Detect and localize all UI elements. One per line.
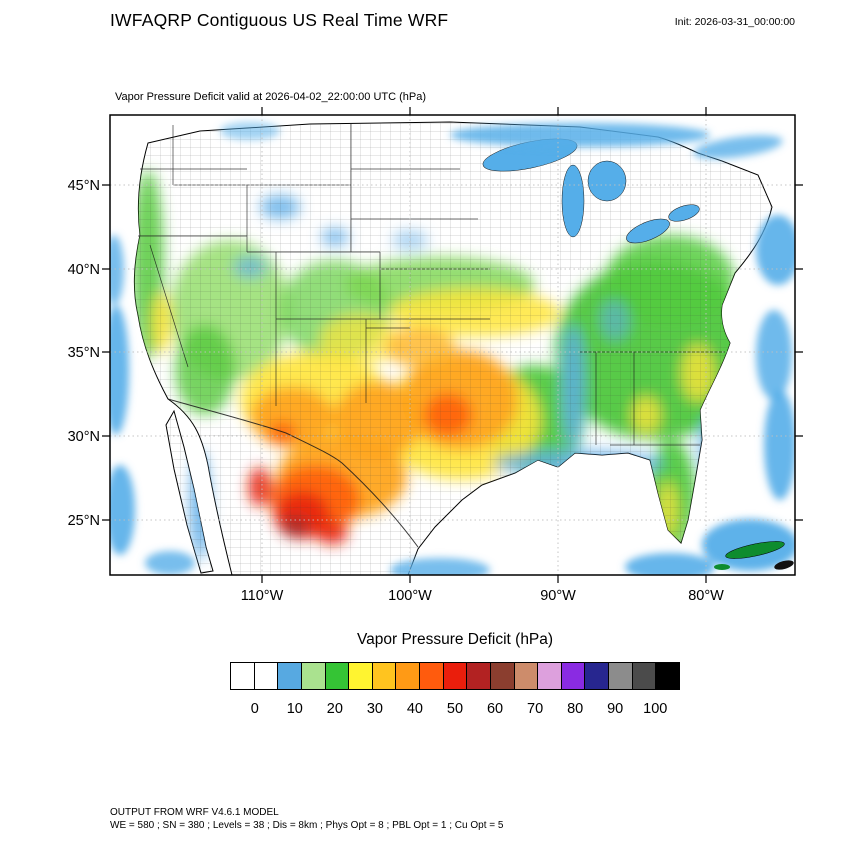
colorbar-ticks: 0 10 20 30 40 50 60 70 80 90 100	[230, 701, 680, 719]
lon-label: 80°W	[688, 588, 724, 604]
lake-michigan	[561, 164, 585, 238]
colorbar-tick-label: 60	[486, 701, 504, 717]
colorbar-cell	[514, 663, 539, 689]
colorbar-tick-label: 20	[326, 701, 343, 717]
island	[714, 564, 730, 570]
colorbar-tick-label: 50	[446, 701, 464, 717]
island-cuba	[725, 541, 785, 559]
colorbar-tick-label: 30	[366, 701, 383, 717]
lon-label: 100°W	[388, 588, 432, 604]
colorbar-cell	[467, 663, 491, 689]
lat-label: 25°N	[68, 513, 100, 529]
colorbar-cell	[372, 663, 397, 689]
colorbar-title: Vapor Pressure Deficit (hPa)	[356, 631, 554, 648]
lat-label: 35°N	[68, 345, 100, 361]
colorbar-cell	[609, 663, 633, 689]
colorbar-cell	[632, 663, 657, 689]
lat-label: 45°N	[68, 178, 100, 194]
colorbar-cell	[231, 663, 255, 689]
colorbar-cell	[585, 663, 609, 689]
colorbar-cell	[349, 663, 373, 689]
colorbar-tick-label: 100	[643, 701, 668, 717]
lon-axis-labels: 110°W 100°W 90°W 80°W	[241, 588, 724, 604]
colorbar-tick-label: 40	[406, 701, 424, 717]
footer: OUTPUT FROM WRF V4.6.1 MODEL WE = 580 ; …	[110, 806, 503, 832]
lake-erie	[626, 218, 670, 244]
axis-ticks	[102, 107, 803, 583]
colorbar-tick-label: 70	[527, 701, 544, 717]
colorbar-cell	[561, 663, 586, 689]
lat-label: 30°N	[68, 429, 100, 445]
lon-label: 110°W	[241, 588, 284, 604]
colorbar-cell	[538, 663, 562, 689]
ocean-field	[110, 122, 795, 575]
colorbar-cell	[490, 663, 515, 689]
colorbar-cell	[396, 663, 420, 689]
county-grid	[134, 122, 773, 575]
lake-huron	[587, 160, 627, 202]
colorbar-cell	[656, 663, 679, 689]
colorbar-cell	[254, 663, 279, 689]
footer-model-line: OUTPUT FROM WRF V4.6.1 MODEL	[110, 807, 279, 818]
colorbar-tick-label: 0	[250, 701, 259, 717]
lat-label: 40°N	[68, 262, 100, 278]
colorbar-cells	[230, 662, 680, 690]
init-timestamp: Init: 2026-03-31_00:00:00	[674, 16, 795, 28]
colorbar-tick-label: 80	[567, 701, 584, 717]
colorbar-cell	[325, 663, 350, 689]
map-canvas	[109, 114, 796, 576]
colorbar-cell	[443, 663, 468, 689]
colorbar-tick-label: 90	[607, 701, 624, 717]
lat-axis-labels: 45°N 40°N 35°N 30°N 25°N	[68, 178, 100, 529]
latlon-gridlines	[110, 115, 795, 575]
caribbean-islands	[714, 541, 794, 570]
island	[774, 560, 794, 570]
map-border	[109, 114, 796, 576]
map-plot: 45°N 40°N 35°N 30°N 25°N 110°W 100°W 90°…	[68, 107, 803, 604]
lon-label: 90°W	[540, 588, 576, 604]
colorbar-cell	[420, 663, 444, 689]
valid-time-subtitle: Vapor Pressure Deficit valid at 2026-04-…	[115, 91, 427, 103]
colorbar-cell	[278, 663, 302, 689]
page-title: IWFAQRP Contiguous US Real Time WRF	[110, 10, 449, 30]
lakes	[482, 138, 700, 244]
lake-ontario	[668, 204, 700, 222]
colorbar-cell	[301, 663, 326, 689]
colorbar-tick-label: 10	[286, 701, 303, 717]
footer-config-line: WE = 580 ; SN = 380 ; Levels = 38 ; Dis …	[110, 820, 504, 831]
